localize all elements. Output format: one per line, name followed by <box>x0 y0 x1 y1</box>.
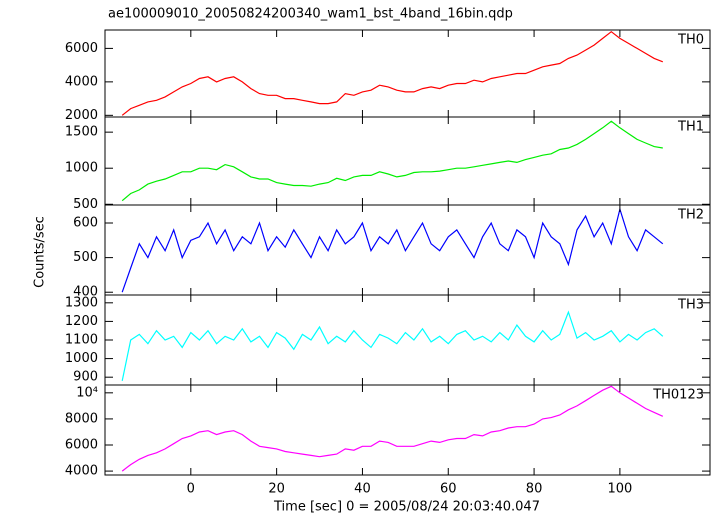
x-tick-label: 80 <box>526 482 543 497</box>
y-tick-label: 1200 <box>65 314 98 329</box>
data-line <box>121 385 664 472</box>
x-tick-label: 100 <box>607 482 632 497</box>
y-tick-label: 8000 <box>65 411 98 426</box>
y-tick-label: 4000 <box>65 464 98 479</box>
y-tick-label: 4000 <box>65 74 98 89</box>
x-tick-label: 0 <box>187 482 195 497</box>
y-tick-label: 1000 <box>65 351 98 366</box>
y-tick-label: 1300 <box>65 295 98 310</box>
panel-label: TH1 <box>677 120 704 135</box>
y-tick-label: 10⁴ <box>76 385 98 400</box>
y-tick-label: 400 <box>73 285 98 300</box>
panel-label: TH0 <box>677 33 704 48</box>
y-tick-label: 2000 <box>65 108 98 123</box>
data-line <box>121 30 664 116</box>
panel-frame <box>104 29 711 118</box>
chart-title: ae100009010_20050824200340_wam1_bst_4ban… <box>108 7 513 22</box>
y-tick-label: 1500 <box>65 125 98 140</box>
y-tick-label: 600 <box>73 216 98 231</box>
panel-label: TH2 <box>677 208 704 223</box>
panel-label: TH3 <box>677 298 704 313</box>
panel-frame <box>104 204 711 296</box>
x-tick-label: 60 <box>440 482 457 497</box>
y-tick-label: 500 <box>73 250 98 265</box>
y-tick-label: 1000 <box>65 161 98 176</box>
data-line <box>121 206 664 293</box>
panel-label: TH0123 <box>652 388 704 403</box>
y-tick-label: 900 <box>73 370 98 385</box>
data-line <box>121 310 664 382</box>
y-tick-label: 6000 <box>65 41 98 56</box>
x-tick-label: 20 <box>268 482 285 497</box>
panel-frame <box>104 294 711 386</box>
x-tick-label: 40 <box>354 482 371 497</box>
y-tick-label: 1100 <box>65 333 98 348</box>
panel-frame <box>104 116 711 206</box>
y-tick-label: 6000 <box>65 438 98 453</box>
panel-frame <box>104 384 711 476</box>
y-tick-label: 500 <box>73 197 98 212</box>
x-axis-label: Time [sec] 0 = 2005/08/24 20:03:40.047 <box>273 500 540 515</box>
data-line <box>121 120 663 202</box>
y-axis-label: Counts/sec <box>33 216 48 288</box>
